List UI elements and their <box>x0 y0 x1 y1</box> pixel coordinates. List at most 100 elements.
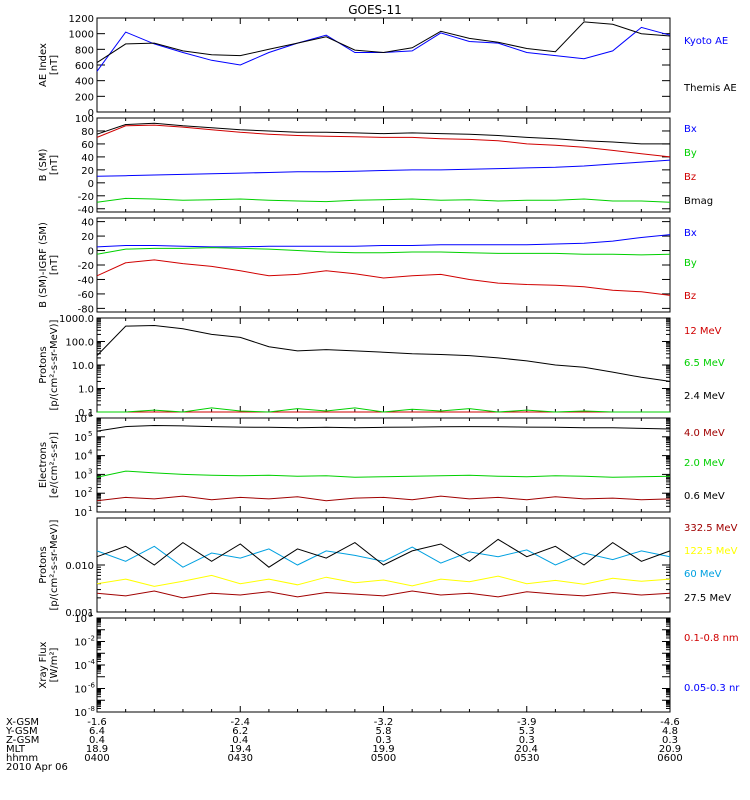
legend-entry: Bmag <box>684 196 713 207</box>
y-axis-label: [p/(cm²-s-sr-MeV)] <box>49 319 60 410</box>
x-tick-value: -4.6 <box>660 717 680 728</box>
x-tick-value: 0600 <box>657 753 682 764</box>
panel-frame <box>96 117 671 213</box>
y-tick-label: 60 <box>81 140 94 151</box>
x-tick-value: 0530 <box>514 753 539 764</box>
x-tick-value: 5.8 <box>376 726 392 737</box>
x-row-label: Z-GSM <box>6 735 39 746</box>
y-tick-label: 1.0 <box>78 385 94 396</box>
x-row-label: X-GSM <box>6 717 39 728</box>
panel-ae: 0 200 400 600 800 1000 1200 AE Index [nT] Kyoto A… <box>38 14 737 119</box>
y-tick-label: 10 <box>74 661 87 672</box>
x-tick-value: 20.4 <box>516 744 538 755</box>
y-tick-label: 10 <box>74 638 87 649</box>
x-tick-value: -2.4 <box>230 717 250 728</box>
series-line-by <box>96 247 671 256</box>
series-line-6-5-mev <box>97 407 670 413</box>
y-axis-label: [e/(cm²-s-sr)] <box>49 432 60 498</box>
panel-protons_low: 0.1 1.0 10.0 100.0 1000.0 Protons [p/(cm²-s-sr… <box>38 314 725 419</box>
panel-frame <box>96 217 671 313</box>
legend-entry: 0.6 MeV <box>684 491 725 502</box>
y-axis-label: [nT] <box>49 55 60 75</box>
y-tick-label: 0.010 <box>65 561 94 572</box>
y-tick-label: 10 <box>74 452 87 463</box>
y-tick-exponent: 2 <box>88 486 92 494</box>
y-axis-label: Protons <box>38 346 49 383</box>
y-tick-label: 10 <box>74 414 87 425</box>
x-row-label: Y-GSM <box>5 726 38 737</box>
y-tick-label: 10 <box>74 614 87 625</box>
legend-entry: 0.05-0.3 nr <box>684 683 740 694</box>
y-tick-label: 600 <box>75 61 94 72</box>
series-line-4-0-mev <box>96 495 671 502</box>
panel-frame <box>96 317 671 413</box>
y-axis-label: [p/(cm²-s-sr-MeV)] <box>49 519 60 610</box>
legend-entry: 332.5 MeV <box>684 523 738 534</box>
series-line-bz <box>96 124 671 158</box>
legend-entry: Bz <box>684 172 696 183</box>
legend-entry: 4.0 MeV <box>684 428 725 439</box>
panel-frame <box>96 617 671 713</box>
y-axis-label: Xray Flux <box>38 641 49 688</box>
x-tick-value: 6.4 <box>89 726 105 737</box>
panel-frame <box>96 17 671 113</box>
y-tick-label: -40 <box>78 275 94 286</box>
series-line-by <box>96 197 671 203</box>
x-tick-value: 6.2 <box>232 726 248 737</box>
y-axis-label: AE Index <box>38 43 49 87</box>
x-tick-value: 0.3 <box>376 735 392 746</box>
series-line-themis-ae <box>96 21 671 64</box>
y-axis-label: B (SM) <box>38 148 49 181</box>
y-axis-label: [nT] <box>49 155 60 175</box>
legend-entry: Kyoto AE <box>684 36 728 47</box>
y-tick-label: 0 <box>88 179 94 190</box>
series-line-0-6-mev <box>96 424 671 432</box>
legend-entry: By <box>684 258 697 269</box>
y-tick-label: 0.1 <box>78 408 94 419</box>
x-tick-value: -3.2 <box>374 717 394 728</box>
legend-entry: 2.0 MeV <box>684 458 725 469</box>
x-tick-value: 19.4 <box>229 744 251 755</box>
x-tick-value: 0500 <box>371 753 396 764</box>
legend-entry: 0.1-0.8 nm <box>684 633 739 644</box>
y-tick-exponent: -2 <box>88 635 95 643</box>
x-tick-value: 0.3 <box>519 735 535 746</box>
panel-protons_high: 0.001 0.010 Protons [p/(cm²-s-sr-MeV)] 332.5… <box>38 517 738 619</box>
y-axis-label: Protons <box>38 546 49 583</box>
x-tick-value: 20.9 <box>659 744 681 755</box>
y-tick-exponent: 6 <box>88 411 93 419</box>
x-tick-value: 0.4 <box>89 735 105 746</box>
x-tick-value: 19.9 <box>372 744 394 755</box>
x-row-label: hhmm <box>6 753 38 764</box>
x-tick-value: 18.9 <box>86 744 108 755</box>
x-tick-value: 4.8 <box>662 726 678 737</box>
legend-entry: Bz <box>684 291 696 302</box>
y-tick-label: 100 <box>75 114 94 125</box>
y-tick-label: -20 <box>78 192 94 203</box>
y-tick-exponent: 0 <box>88 611 92 619</box>
x-tick-value: -1.6 <box>87 717 107 728</box>
y-tick-exponent: -6 <box>88 682 96 690</box>
y-tick-label: 10 <box>74 433 87 444</box>
y-tick-exponent: 4 <box>88 449 93 457</box>
legend-entry: 6.5 MeV <box>684 358 725 369</box>
y-tick-label: 800 <box>75 45 94 56</box>
legend-entry: 2.4 MeV <box>684 391 725 402</box>
legend-entry: 122.5 MeV <box>684 546 738 557</box>
series-line-332-5-mev <box>96 590 671 599</box>
x-tick-value: 0.3 <box>662 735 678 746</box>
series-line-bx <box>96 234 671 248</box>
y-axis-label: [nT] <box>49 255 60 275</box>
y-tick-label: 400 <box>75 77 94 88</box>
x-row-label: MLT <box>6 744 26 755</box>
y-tick-exponent: 3 <box>88 467 92 475</box>
y-tick-label: 80 <box>81 127 94 138</box>
y-tick-exponent: 1 <box>88 505 92 513</box>
y-axis-label: Electrons <box>38 442 49 488</box>
y-tick-label: 0 <box>88 108 94 119</box>
y-tick-label: 40 <box>81 153 94 164</box>
